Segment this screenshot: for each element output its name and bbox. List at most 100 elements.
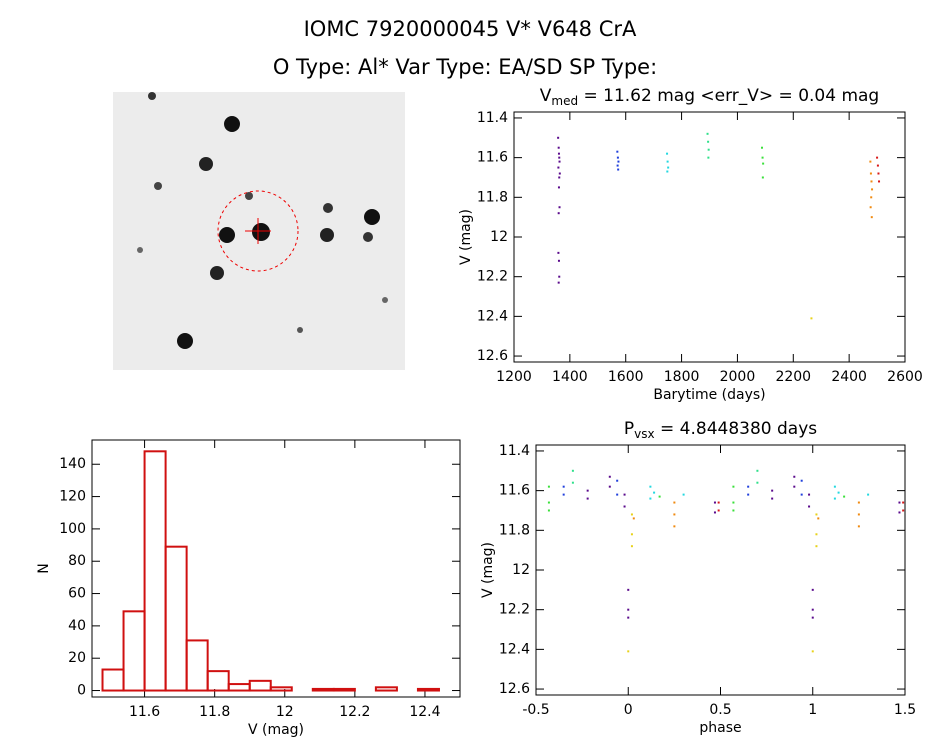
point bbox=[857, 513, 860, 516]
point bbox=[761, 156, 764, 159]
header-title: IOMC 7920000045 V* V648 CrA bbox=[304, 17, 637, 41]
y-tick-label: 11.8 bbox=[477, 189, 508, 205]
point bbox=[673, 501, 676, 504]
point bbox=[713, 501, 716, 504]
point bbox=[815, 545, 818, 548]
star bbox=[297, 327, 303, 333]
point bbox=[811, 616, 814, 619]
point bbox=[673, 525, 676, 528]
y-tick-label: 12.4 bbox=[477, 308, 508, 324]
plot-frame bbox=[535, 444, 906, 696]
star bbox=[364, 209, 380, 225]
point bbox=[717, 501, 720, 504]
y-tick-label: 120 bbox=[59, 489, 86, 505]
x-axis-label: Barytime (days) bbox=[653, 387, 765, 403]
y-tick-label: 100 bbox=[59, 521, 86, 537]
star bbox=[382, 297, 388, 303]
point bbox=[682, 493, 685, 496]
point bbox=[562, 485, 565, 488]
point bbox=[869, 172, 872, 175]
point bbox=[653, 491, 656, 494]
point bbox=[623, 505, 626, 508]
x-tick-label: 1.5 bbox=[894, 702, 916, 718]
point bbox=[667, 166, 670, 169]
header-subtitle: O Type: Al* Var Type: EA/SD SP Type: bbox=[273, 55, 657, 79]
point bbox=[815, 533, 818, 536]
y-tick-label: 11.4 bbox=[477, 110, 508, 126]
star bbox=[363, 232, 373, 242]
point bbox=[707, 148, 710, 151]
point bbox=[810, 317, 813, 320]
point bbox=[666, 152, 669, 155]
point bbox=[658, 495, 661, 498]
x-tick-label: 1800 bbox=[664, 369, 700, 385]
title-suffix: = 4.8448380 days bbox=[655, 419, 818, 439]
y-axis-label: V (mag) bbox=[458, 209, 474, 265]
x-axis-label: V (mag) bbox=[248, 722, 304, 738]
point bbox=[617, 168, 620, 171]
point bbox=[627, 588, 630, 591]
point bbox=[547, 509, 550, 512]
point bbox=[586, 497, 589, 500]
point bbox=[608, 475, 611, 478]
point bbox=[756, 469, 759, 472]
point bbox=[557, 259, 560, 262]
point bbox=[649, 497, 652, 500]
y-tick-label: 11.6 bbox=[499, 483, 530, 499]
star bbox=[210, 266, 224, 280]
point bbox=[761, 146, 764, 149]
x-tick-label: 2400 bbox=[831, 369, 867, 385]
x-tick-label: -0.5 bbox=[522, 702, 549, 718]
point bbox=[869, 206, 872, 209]
x-tick-label: 12.2 bbox=[339, 704, 370, 720]
point bbox=[870, 216, 873, 219]
star bbox=[199, 157, 213, 171]
point bbox=[557, 166, 560, 169]
x-tick-label: 2200 bbox=[775, 369, 811, 385]
x-tick-label: 12 bbox=[276, 704, 294, 720]
star bbox=[148, 92, 156, 100]
title-subscript: med bbox=[551, 94, 578, 108]
point bbox=[876, 156, 879, 159]
plot-frame bbox=[91, 439, 461, 698]
point bbox=[756, 481, 759, 484]
x-tick-label: 11.6 bbox=[129, 704, 160, 720]
point bbox=[808, 493, 811, 496]
point bbox=[793, 475, 796, 478]
point bbox=[632, 517, 635, 520]
bar bbox=[122, 610, 146, 692]
star bbox=[323, 203, 333, 213]
point bbox=[762, 162, 765, 165]
y-tick-label: 80 bbox=[68, 553, 86, 569]
bar bbox=[206, 670, 230, 692]
point bbox=[571, 481, 574, 484]
point bbox=[608, 485, 611, 488]
x-tick-label: 1200 bbox=[496, 369, 532, 385]
y-tick-label: 20 bbox=[68, 650, 86, 666]
point bbox=[898, 501, 901, 504]
star bbox=[224, 116, 240, 132]
point bbox=[617, 160, 620, 163]
point bbox=[771, 497, 774, 500]
point bbox=[547, 501, 550, 504]
y-axis-label: N bbox=[36, 563, 52, 573]
point bbox=[833, 497, 836, 500]
point bbox=[623, 493, 626, 496]
y-tick-label: 12 bbox=[512, 562, 530, 578]
point bbox=[557, 281, 560, 284]
point bbox=[666, 160, 669, 163]
y-tick-label: 12 bbox=[490, 229, 508, 245]
point bbox=[649, 485, 652, 488]
point bbox=[558, 206, 561, 209]
y-tick-label: 12.2 bbox=[499, 602, 530, 618]
star bbox=[245, 192, 253, 200]
point bbox=[870, 180, 873, 183]
bar bbox=[332, 687, 356, 692]
point bbox=[871, 188, 874, 191]
point bbox=[616, 150, 619, 153]
point bbox=[558, 176, 561, 179]
point bbox=[616, 479, 619, 482]
y-tick-label: 12.6 bbox=[499, 681, 530, 697]
title-suffix: = 11.62 mag <err_V> = 0.04 mag bbox=[578, 86, 879, 106]
x-tick-label: 2000 bbox=[720, 369, 756, 385]
